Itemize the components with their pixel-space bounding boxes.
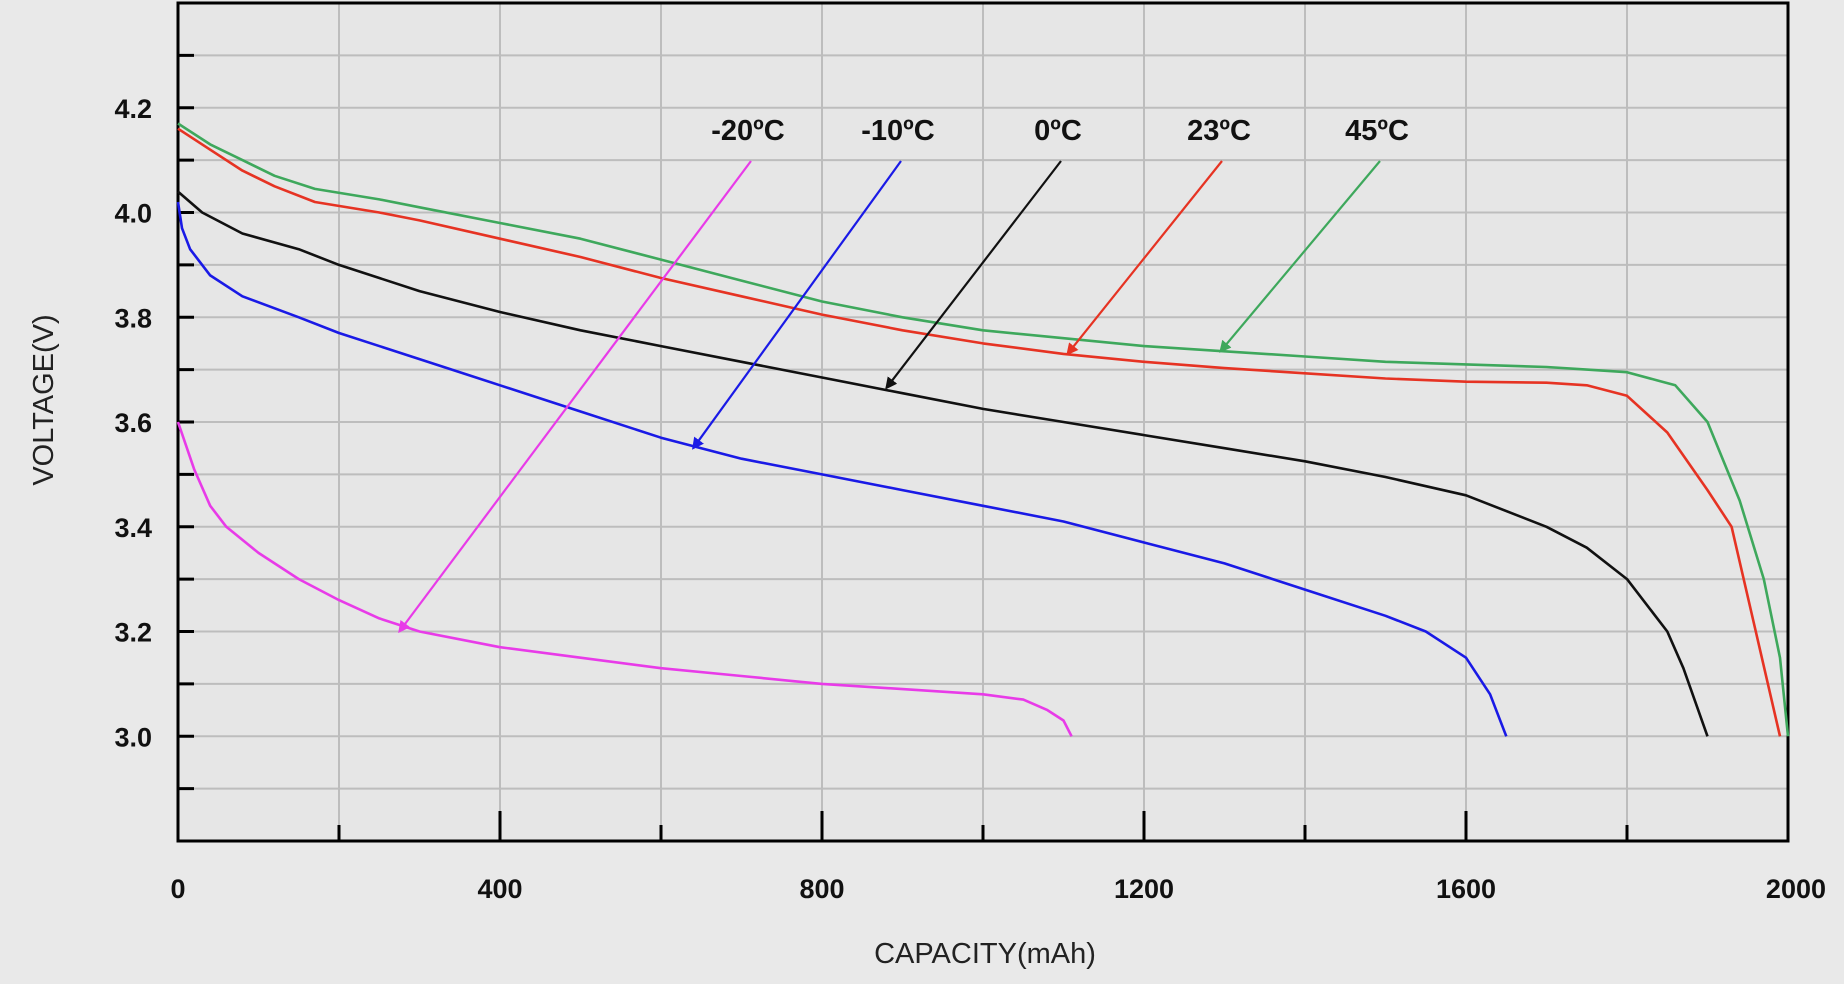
x-tick-label: 2000 [1766, 874, 1826, 904]
series-label: 0ºC [1034, 115, 1082, 147]
series-arrow [1066, 160, 1223, 356]
x-tick-label: 800 [799, 874, 844, 904]
series-line [177, 127, 1782, 737]
y-tick-label: 3.0 [114, 722, 152, 752]
y-tick-label: 3.2 [114, 618, 152, 648]
x-tick-label: 1200 [1114, 874, 1174, 904]
series-labels: -20ºC -10ºC 0ºC 23ºC 45ºC [711, 115, 1409, 147]
series-arrows [398, 160, 1381, 634]
series-lines [176, 122, 1790, 737]
x-tick-label: 400 [477, 874, 522, 904]
grid [178, 3, 1788, 841]
series-arrow [398, 160, 752, 634]
y-tick-labels: 3.0 3.2 3.4 3.6 3.8 4.0 4.2 [114, 94, 152, 753]
y-tick-label: 3.8 [114, 303, 152, 333]
y-tick-label: 4.0 [114, 199, 152, 229]
series-line [176, 421, 1073, 737]
y-axis-label: VOLTAGE(V) [28, 314, 60, 485]
y-tick-label: 3.6 [114, 408, 152, 438]
x-axis-label: CAPACITY(mAh) [874, 938, 1096, 970]
x-tick-label: 0 [170, 874, 185, 904]
series-label: 45ºC [1345, 115, 1409, 147]
tick-marks [178, 53, 1629, 841]
series-label: -10ºC [861, 115, 935, 147]
series-line [176, 201, 1508, 737]
y-tick-label: 3.4 [114, 513, 152, 543]
x-tick-labels: 0 400 800 1200 1600 2000 [170, 874, 1826, 904]
series-label: -20ºC [711, 115, 785, 147]
series-arrow [692, 160, 902, 450]
series-arrow [1219, 160, 1381, 353]
series-label: 23ºC [1187, 115, 1251, 147]
y-tick-label: 4.2 [114, 94, 152, 124]
series-line [177, 190, 1709, 737]
series-arrow [885, 160, 1062, 390]
series-line [177, 122, 1790, 737]
x-tick-label: 1600 [1436, 874, 1496, 904]
